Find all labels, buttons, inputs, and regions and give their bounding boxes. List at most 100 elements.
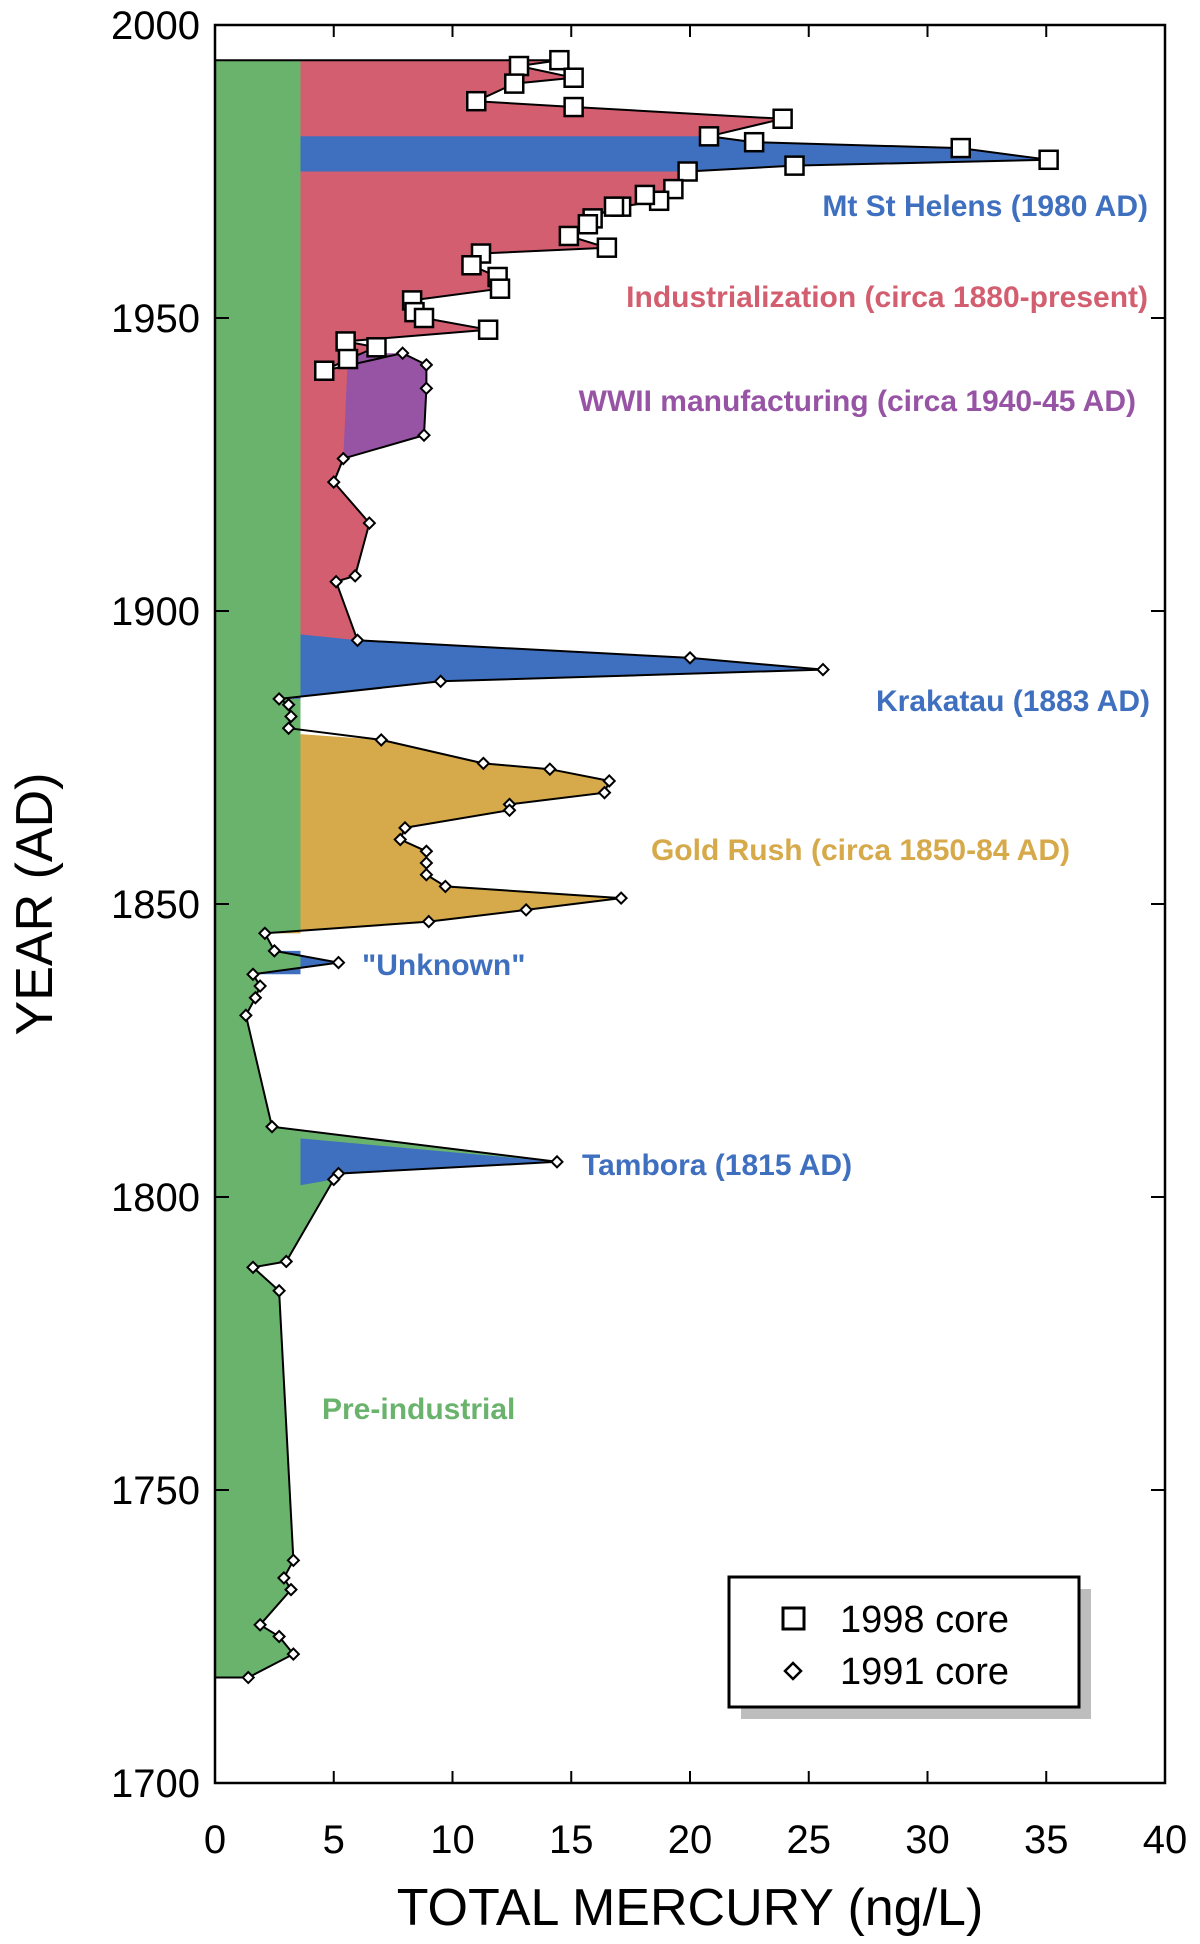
y-tick-label: 1800 [111,1176,200,1220]
marker-1991-core [284,1582,298,1597]
marker-1991-core [326,1172,341,1187]
y-tick-label: 1950 [111,297,200,341]
marker-1991-core [331,955,346,970]
marker-1991-core [336,451,351,466]
marker-1991-core [502,803,517,818]
marker-1998-core [577,213,599,235]
marker-1998-core [477,319,499,340]
marker-1991-core [267,943,282,958]
annotation-mt-st-helens: Mt St Helens (1980 AD) [822,190,1148,223]
annotation-unknown: "Unknown" [362,949,525,982]
marker-1991-core [421,914,436,929]
annotation-pre-industrial: Pre-industrial [322,1393,515,1426]
marker-1998-core [489,278,511,299]
marker-1998-core [596,237,618,258]
marker-1998-core [466,90,487,112]
marker-1991-core [272,1283,287,1298]
marker-1991-core [398,820,412,835]
marker-1991-core [265,1119,279,1134]
marker-1991-core [253,1617,268,1632]
marker-1991-core [395,346,410,361]
marker-1991-core [246,1260,260,1275]
marker-1998-core [335,331,356,352]
marker-1998-core [558,225,580,247]
marker-1991-core [433,674,448,689]
legend: 1998 core 1991 core [727,1575,1091,1719]
marker-1998-core [461,255,482,276]
x-tick-label: 0 [204,1818,226,1862]
x-tick-label: 20 [668,1818,713,1862]
marker-1998-core [366,337,387,358]
marker-1991-core [281,697,296,712]
marker-1991-core [284,709,298,724]
marker-1998-core [549,49,570,71]
marker-1991-core [253,979,268,993]
legend-marker-1991 [783,1661,803,1681]
marker-1991-core [476,756,491,771]
y-tick-label: 1850 [111,883,200,927]
marker-1991-core [241,1670,256,1685]
marker-1991-core [326,475,341,489]
marker-1991-core [419,867,434,882]
marker-1998-core [634,184,656,206]
marker-1998-core [314,360,335,381]
marker-1991-core [279,1254,294,1269]
marker-1991-core [272,1629,287,1644]
tambora-area [300,1138,557,1186]
marker-1998-core [337,348,359,370]
marker-1991-core [248,990,263,1005]
marker-1991-core [542,762,557,777]
x-tick-label: 30 [905,1818,950,1862]
gold-rush-area [264,734,622,934]
marker-1998-core [413,307,435,329]
marker-1998-core [677,161,698,182]
marker-1991-core [374,733,389,747]
marker-1991-core [419,381,434,396]
annotation-krakatau: Krakatau (1883 AD) [876,685,1150,718]
wwii-area [343,353,427,459]
marker-1991-core [281,721,296,736]
marker-1998-core [743,131,765,153]
marker-1998-core [950,137,971,159]
x-axis-title: TOTAL MERCURY (ng/L) [397,1879,984,1937]
krakatau-area [279,634,824,699]
legend-label-1998: 1998 core [840,1599,1009,1641]
marker-1991-core [238,1008,253,1023]
annotation-tambora: Tambora (1815 AD) [582,1149,852,1182]
x-tick-label: 25 [787,1818,832,1862]
marker-1991-core [438,879,453,894]
y-axis-title: YEAR (AD) [6,773,64,1036]
marker-1991-core [683,650,697,665]
marker-1998-core [504,73,525,94]
marker-1991-core [350,633,365,648]
marker-1991-core [276,1570,291,1585]
data-markers [238,49,1059,1685]
x-tick-label: 10 [430,1818,475,1862]
y-tick-label: 1750 [111,1469,200,1513]
marker-1991-core [614,891,629,906]
marker-1991-core [419,357,434,372]
marker-1991-core [519,902,534,917]
marker-1998-core [784,155,805,176]
y-tick-label: 1900 [111,590,200,634]
marker-1998-core [508,55,530,77]
annotation-wwii: WWII manufacturing (circa 1940-45 AD) [579,385,1136,418]
x-tick-label: 40 [1143,1818,1188,1862]
marker-1998-core [1038,149,1059,171]
marker-1991-core [286,1553,301,1568]
marker-1998-core [603,196,625,217]
annotations: Mt St Helens (1980 AD) Industrialization… [322,190,1150,1426]
y-tick-label: 1700 [111,1762,200,1806]
marker-1991-core [257,926,272,941]
marker-1991-core [329,574,344,589]
marker-1991-core [602,774,617,788]
x-tick-label: 5 [323,1818,345,1862]
industrialization-area [279,60,1049,699]
annotation-industrialization: Industrialization (circa 1880-present) [626,281,1148,314]
marker-1998-core [698,126,720,147]
annotation-gold-rush: Gold Rush (circa 1850-84 AD) [651,834,1070,867]
marker-1991-core [816,662,830,677]
marker-1991-core [597,785,612,800]
y-tick-label: 2000 [111,4,200,48]
